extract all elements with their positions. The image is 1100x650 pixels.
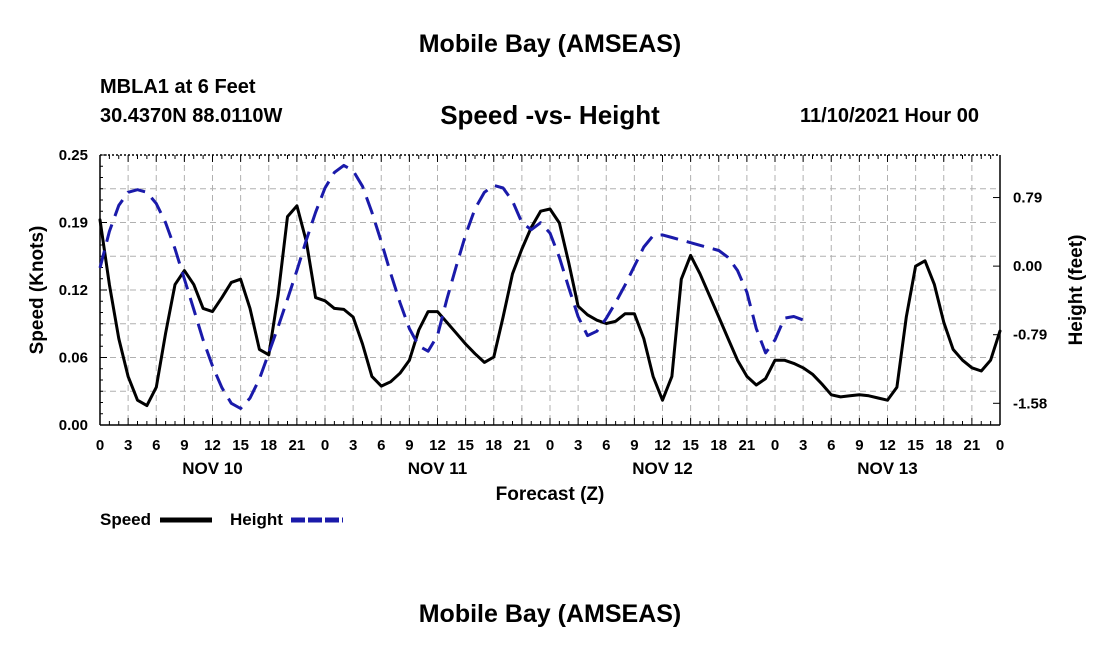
y-tick-label: 0.00 — [59, 417, 88, 434]
x-tick-label: 9 — [180, 437, 188, 454]
height-series-line — [98, 163, 804, 410]
x-tick-label: 15 — [232, 437, 249, 454]
x-tick-label: 12 — [429, 437, 446, 454]
x-tick-label: 0 — [996, 437, 1004, 454]
x-tick-label: 18 — [485, 437, 502, 454]
y-axis-title: Speed (Knots) — [27, 226, 48, 355]
legend-speed-label: Speed — [100, 510, 151, 529]
x-tick-label: 12 — [654, 437, 671, 454]
x-tick-label: 0 — [771, 437, 779, 454]
x-tick-label: 18 — [710, 437, 727, 454]
x-tick-label: 9 — [855, 437, 863, 454]
x-tick-label: 21 — [289, 437, 306, 454]
x-tick-label: 12 — [204, 437, 221, 454]
x-tick-label: 6 — [602, 437, 610, 454]
x-tick-label: 15 — [457, 437, 474, 454]
x-tick-label: 0 — [546, 437, 554, 454]
x-tick-label: 12 — [879, 437, 896, 454]
day-label: NOV 11 — [408, 459, 468, 478]
x-tick-label: 0 — [321, 437, 329, 454]
station-name: MBLA1 at 6 Feet — [100, 76, 256, 98]
x-tick-label: 21 — [514, 437, 531, 454]
legend-height-label: Height — [230, 510, 283, 529]
x-tick-label: 18 — [935, 437, 952, 454]
x-tick-label: 6 — [152, 437, 160, 454]
y2-tick-label: 0.79 — [1013, 190, 1042, 207]
x-tick-label: 3 — [799, 437, 807, 454]
x-tick-label: 6 — [377, 437, 385, 454]
forecast-datetime: 11/10/2021 Hour 00 — [800, 105, 980, 127]
x-tick-label: 3 — [124, 437, 132, 454]
day-label: NOV 13 — [857, 459, 917, 478]
x-tick-label: 18 — [260, 437, 277, 454]
x-tick-label: 0 — [96, 437, 104, 454]
x-tick-label: 9 — [630, 437, 638, 454]
y2-tick-label: -0.79 — [1013, 327, 1047, 344]
x-axis-title: Forecast (Z) — [496, 484, 605, 505]
x-tick-label: 9 — [405, 437, 413, 454]
x-tick-label: 6 — [827, 437, 835, 454]
y-tick-label: 0.12 — [59, 282, 88, 299]
station-coordinates: 30.4370N 88.0110W — [100, 105, 283, 127]
x-tick-label: 21 — [739, 437, 756, 454]
x-tick-label: 3 — [349, 437, 357, 454]
y-tick-label: 0.06 — [59, 350, 88, 367]
y2-tick-label: -1.58 — [1013, 395, 1047, 412]
y2-tick-label: 0.00 — [1013, 258, 1042, 275]
y-tick-label: 0.19 — [59, 215, 88, 232]
x-tick-label: 21 — [964, 437, 981, 454]
y2-axis-title: Height (feet) — [1066, 235, 1087, 346]
y-tick-label: 0.25 — [59, 147, 88, 164]
footer-title: Mobile Bay (AMSEAS) — [418, 600, 682, 628]
x-tick-label: 15 — [682, 437, 699, 454]
day-label: NOV 12 — [632, 459, 692, 478]
page-title: Mobile Bay (AMSEAS) — [418, 30, 682, 58]
x-tick-label: 15 — [907, 437, 924, 454]
x-tick-label: 3 — [574, 437, 582, 454]
day-label: NOV 10 — [182, 459, 242, 478]
chart-title: Speed -vs- Height — [440, 100, 660, 130]
speed-series-line — [98, 204, 1002, 408]
